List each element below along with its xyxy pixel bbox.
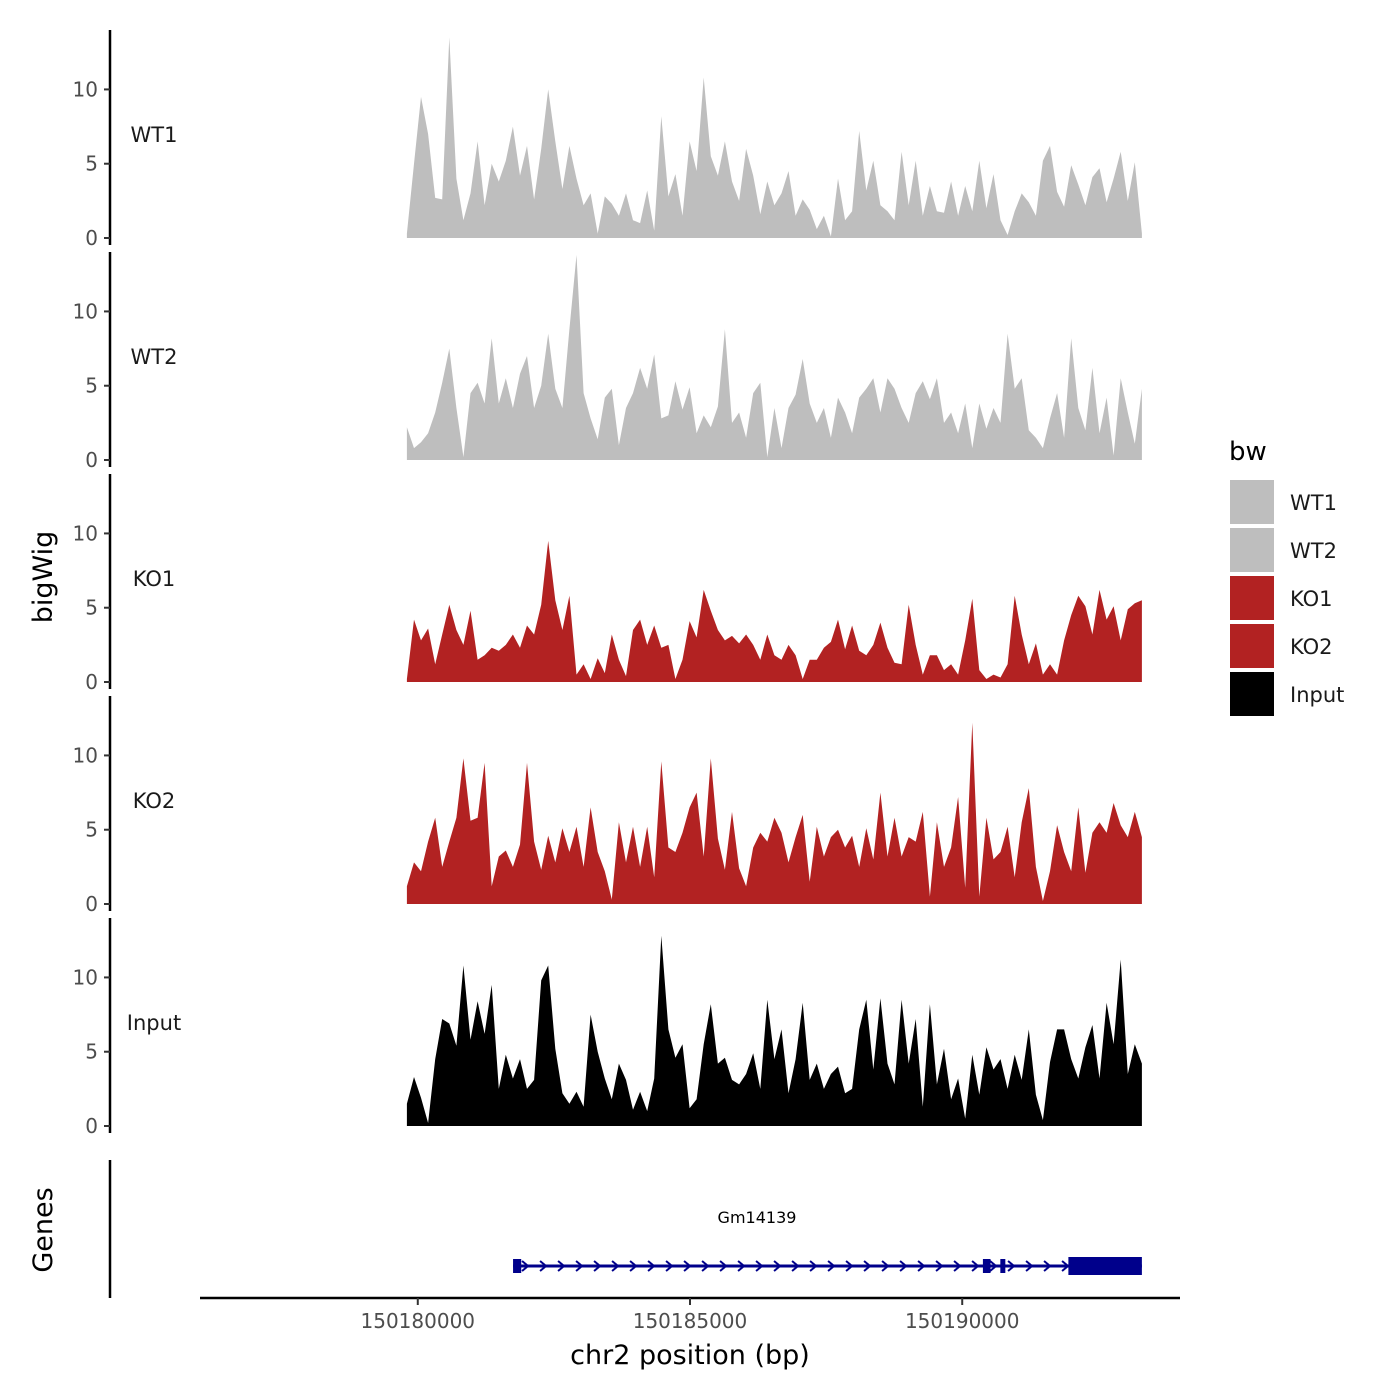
y-tick-label: 10 [73,521,98,545]
legend-swatch-input [1230,672,1274,716]
strand-arrow [989,1260,998,1272]
x-tick-label: 150190000 [905,1309,1020,1333]
strand-arrow [881,1260,890,1272]
strand-arrow [917,1260,926,1272]
track-area-wt2 [406,255,1142,460]
strand-arrow [719,1260,728,1272]
track-label: WT1 [131,123,178,147]
strand-arrow [935,1260,944,1272]
y-axis-title: bigWig [28,531,59,624]
genes-panel: Gm14139 [108,1160,1142,1298]
legend-swatch-wt2 [1230,528,1274,572]
legend-label-ko2: KO2 [1290,635,1333,659]
bigwig-tracks: 0 5 10 WT1 0 5 10 WT2 0 5 10 KO1 0 5 10 KO2 0 5 10 Input [73,30,1142,1138]
y-tick-label: 5 [85,374,98,398]
track-label: Input [127,1011,181,1035]
y-tick-label: 5 [85,596,98,620]
strand-arrow [593,1260,602,1272]
y-tick-label: 10 [73,965,98,989]
strand-arrow [647,1260,656,1272]
strand-arrow [953,1260,962,1272]
exon-1 [513,1259,522,1273]
x-tick-label: 150180000 [361,1309,476,1333]
strand-arrow [845,1260,854,1272]
y-tick-label: 5 [85,818,98,842]
legend-swatch-ko1 [1230,576,1274,620]
track-wt1: 0 5 10 WT1 [73,30,1142,250]
strand-arrow [539,1260,548,1272]
strand-arrow [575,1260,584,1272]
strand-arrow [1025,1260,1034,1272]
track-ko2: 0 5 10 KO2 [73,696,1142,916]
legend-swatch-wt1 [1230,480,1274,524]
legend-label-wt1: WT1 [1290,491,1337,515]
strand-arrow [521,1260,530,1272]
y-tick-label: 0 [85,226,98,250]
strand-arrow [737,1260,746,1272]
x-axis: 150180000 150185000 150190000 [200,1296,1180,1333]
y-tick-label: 5 [85,152,98,176]
y-tick-label: 5 [85,1040,98,1064]
strand-arrow [791,1260,800,1272]
strand-arrow [755,1260,764,1272]
y-tick-label: 0 [85,1114,98,1138]
legend: bw WT1 WT2 KO1 KO2 Input [1229,437,1344,716]
strand-arrow [827,1260,836,1272]
y-tick-label: 0 [85,670,98,694]
track-label: WT2 [131,345,178,369]
track-input: 0 5 10 Input [73,918,1142,1138]
y-tick-label: 10 [73,743,98,767]
strand-arrow [971,1260,980,1272]
track-area-wt1 [406,37,1142,239]
strand-arrow [773,1260,782,1272]
y-tick-label: 0 [85,892,98,916]
track-wt2: 0 5 10 WT2 [73,252,1142,472]
legend-title: bw [1229,437,1267,467]
exon-4 [1068,1257,1142,1275]
exon-3 [1000,1259,1006,1273]
strand-arrow [1043,1260,1052,1272]
legend-label-wt2: WT2 [1290,539,1337,563]
strand-arrow [701,1260,710,1272]
strand-arrow [863,1260,872,1272]
track-area-ko1 [406,540,1142,682]
y-tick-label: 10 [73,77,98,101]
strand-arrow [665,1260,674,1272]
exon-2 [982,1259,991,1273]
strand-arrow [1061,1260,1070,1272]
legend-label-ko1: KO1 [1290,587,1333,611]
x-axis-title: chr2 position (bp) [570,1340,810,1371]
gene-label: Gm14139 [718,1208,797,1227]
strand-arrow [611,1260,620,1272]
x-tick-label: 150185000 [633,1309,748,1333]
y-tick-label: 0 [85,448,98,472]
track-ko1: 0 5 10 KO1 [73,474,1142,694]
strand-arrow [1007,1260,1016,1272]
strand-arrow [683,1260,692,1272]
legend-swatch-ko2 [1230,624,1274,668]
genes-axis-title: Genes [28,1187,59,1272]
track-area-ko2 [406,722,1142,904]
strand-arrow [557,1260,566,1272]
strand-arrow [629,1260,638,1272]
track-area-input [406,935,1142,1126]
track-label: KO2 [133,789,176,813]
strand-arrow [899,1260,908,1272]
strand-arrow [809,1260,818,1272]
track-label: KO1 [133,567,176,591]
legend-label-input: Input [1290,683,1344,707]
y-tick-label: 10 [73,299,98,323]
